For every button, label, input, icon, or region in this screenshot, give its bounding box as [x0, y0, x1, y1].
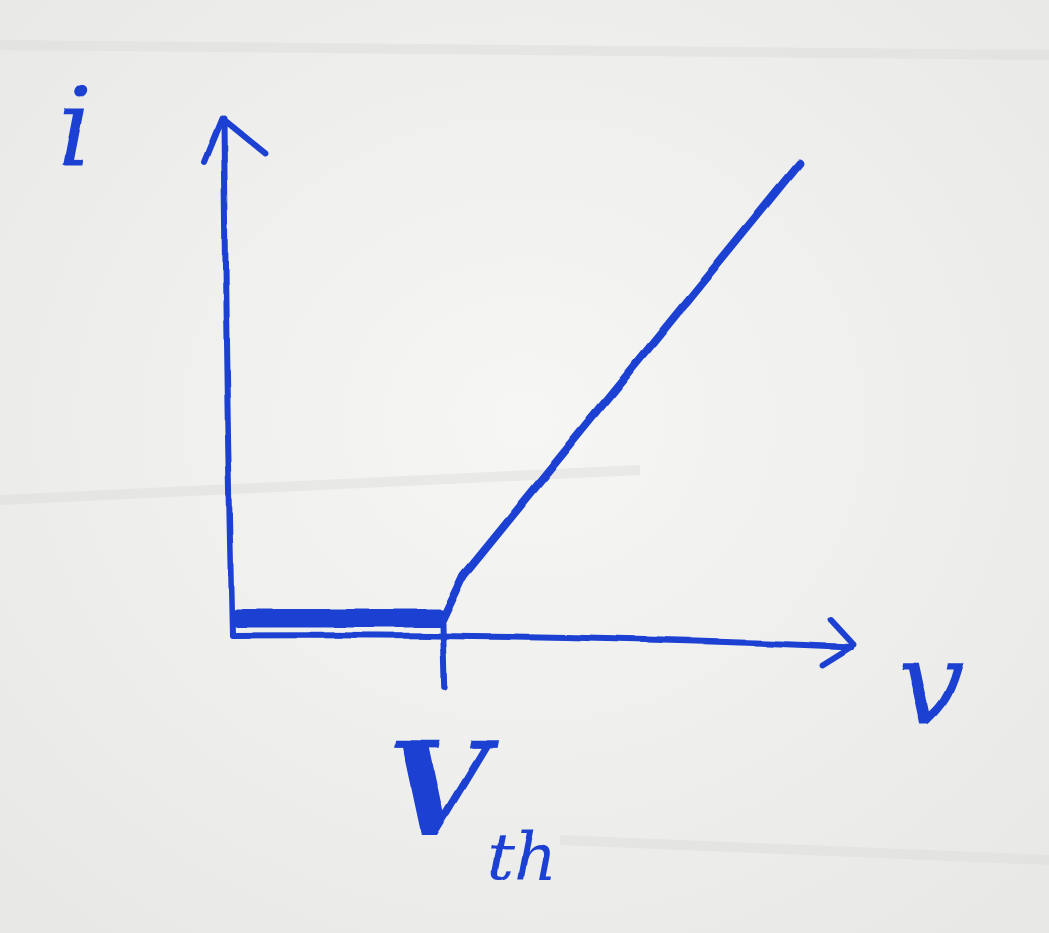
series-zero-segment — [234, 609, 443, 627]
y-axis — [221, 115, 235, 638]
x-tick-label-main: V — [387, 713, 499, 866]
x-tick-vth — [439, 610, 448, 690]
x-tick-label-sub: th — [488, 819, 557, 896]
x-axis-label: v — [897, 615, 965, 754]
y-axis-arrowhead — [201, 115, 269, 165]
series-rising-line — [438, 159, 804, 625]
x-tick-label-vth: Vth — [387, 713, 557, 896]
plot-area: Vth i v — [57, 63, 965, 896]
paper-texture — [0, 40, 1049, 865]
x-axis — [229, 631, 855, 650]
y-axis-label: i — [57, 63, 92, 191]
x-axis-arrowhead — [819, 616, 857, 668]
